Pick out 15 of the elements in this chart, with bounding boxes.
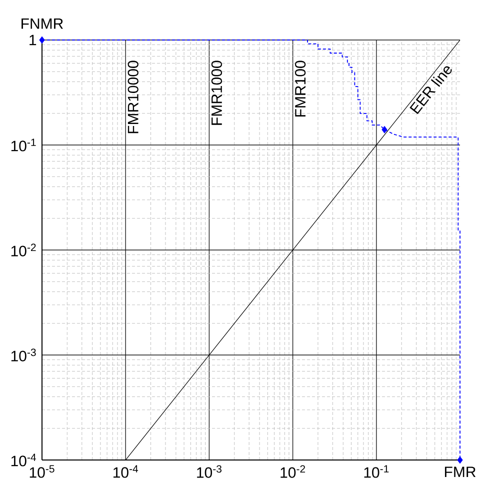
y-tick-label: 1 — [30, 34, 36, 46]
x-tick-label: 10$^{-3}$ — [197, 465, 222, 478]
x-tick-label: 10$^{-1}$ — [364, 465, 389, 478]
annotation: FMR10000 — [128, 60, 138, 134]
x-tick-label: 10$^{-4}$ — [113, 465, 138, 478]
y-tick-label: 10$^{-3}$ — [11, 348, 36, 362]
x-axis-title: FMR — [444, 466, 476, 478]
y-tick-label: 10$^{-2}$ — [11, 244, 36, 256]
x-tick-label: 10$^{-2}$ — [280, 465, 306, 478]
y-tick-label: 10$^{-1}$ — [11, 138, 36, 152]
x-tick-label: 10$^{-5}$ — [30, 465, 54, 478]
y-axis-title: FNMR — [22, 18, 63, 29]
annotation: FMR1000 — [211, 60, 222, 125]
y-tick-label: 10$^{-4}$ — [11, 454, 36, 466]
annotation: FMR100 — [294, 60, 306, 116]
